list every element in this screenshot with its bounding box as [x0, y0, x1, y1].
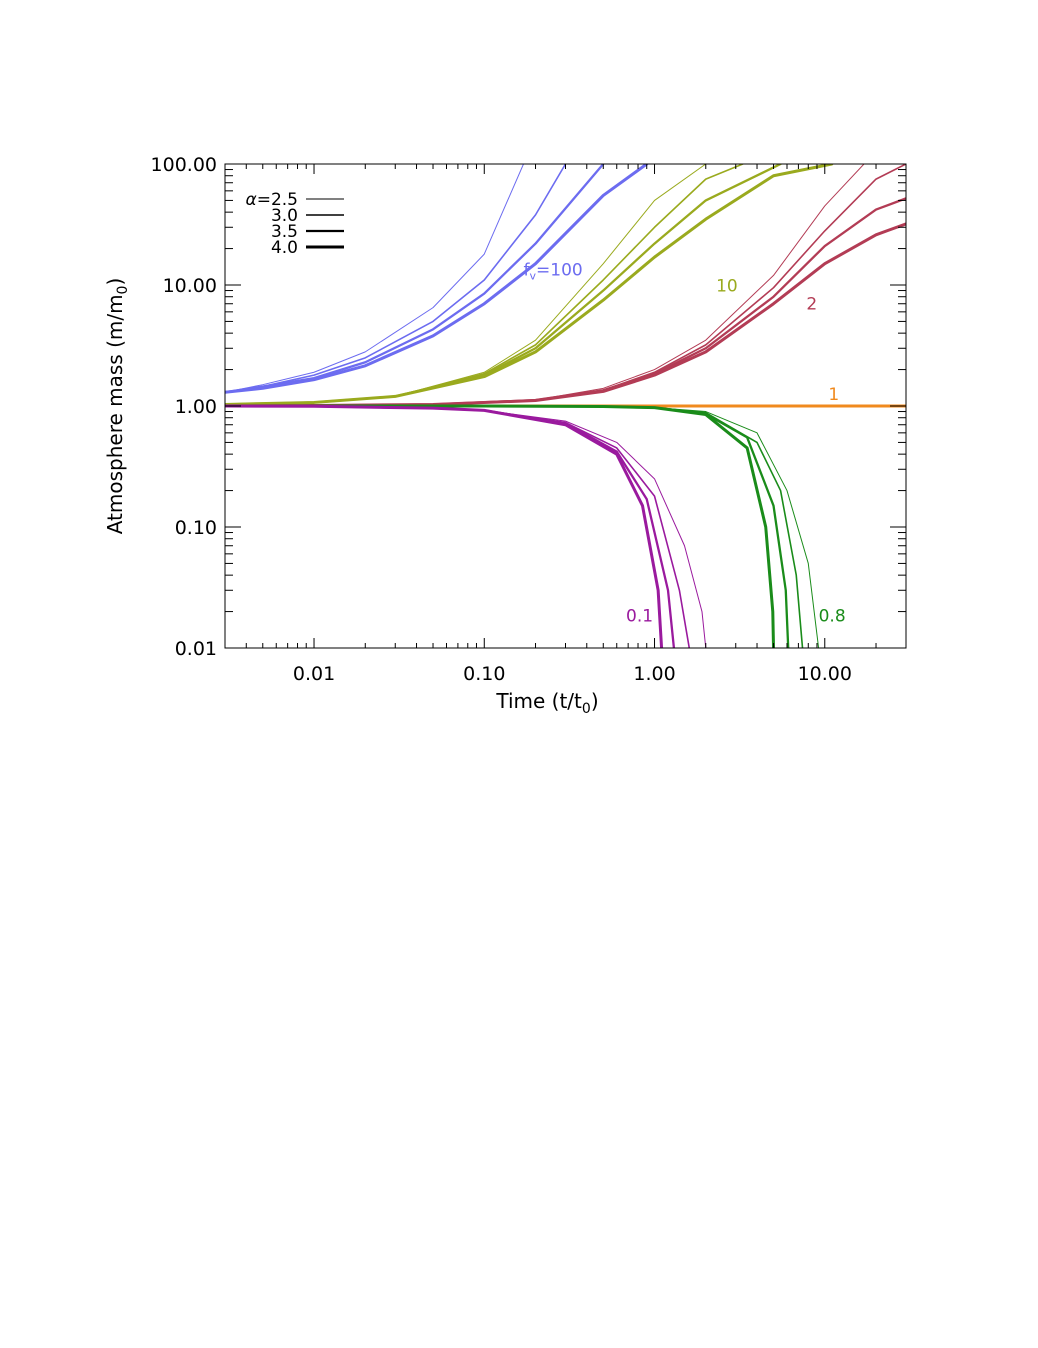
axis-labels: 0.01 0.10 1.00 10.00 0.01 0.10 1.00 10.00 100.00… — [103, 154, 852, 717]
series-line-fv0p8-alpha2p5 — [225, 405, 820, 648]
series-line-fv100-alpha4 — [225, 164, 649, 394]
legend-entry-label: 3.0 — [271, 206, 298, 226]
series-line-fv0p8-alpha4 — [225, 404, 776, 648]
legend-entry-label: 4.0 — [271, 238, 298, 258]
series-line-fv0p8-alpha3 — [225, 405, 804, 648]
y-tick-label: 1.00 — [175, 396, 217, 418]
legend-entry-label: α=2.5 — [246, 190, 299, 210]
x-tick-label: 0.10 — [463, 663, 505, 685]
series-label-fv10: 10 — [716, 277, 738, 297]
axis-ticks — [224, 163, 907, 649]
series-line-fv10-alpha4 — [225, 164, 834, 406]
series-label-fv2: 2 — [806, 294, 817, 314]
x-tick-label: 0.01 — [293, 663, 335, 685]
series-line-fv0p8-alpha3p5 — [225, 404, 790, 648]
series-label-fv0p8: 0.8 — [819, 607, 846, 627]
series-label-fv1: 1 — [828, 385, 839, 405]
y-tick-label: 100.00 — [151, 154, 217, 176]
legend-entry-label: 3.5 — [271, 222, 298, 242]
x-tick-label: 10.00 — [798, 663, 852, 685]
x-tick-label: 1.00 — [633, 663, 675, 685]
series-label-fv100: fv=100 — [524, 260, 583, 282]
x-axis-title: Time (t/t0) — [495, 689, 598, 717]
y-tick-label: 0.01 — [175, 638, 217, 660]
legend: α=2.53.03.54.0 — [246, 190, 344, 258]
series-line-fv100-alpha2p5 — [225, 164, 524, 393]
series-line-fv2-alpha3 — [225, 164, 906, 407]
y-tick-label: 0.10 — [175, 517, 217, 539]
y-axis-title: Atmosphere mass (m/m0) — [103, 278, 131, 535]
series-line-fv0p1-alpha3 — [225, 405, 691, 648]
series-line-fv100-alpha3p5 — [225, 164, 605, 394]
series-label-fv0p1: 0.1 — [626, 607, 653, 627]
series-line-fv2-alpha4 — [225, 222, 906, 408]
series-line-fv0p1-alpha4 — [225, 404, 664, 648]
series-annotations: fv=100 10 2 1 0.8 0.1 — [524, 260, 846, 626]
y-tick-label: 10.00 — [163, 275, 217, 297]
series-lines — [225, 164, 906, 648]
